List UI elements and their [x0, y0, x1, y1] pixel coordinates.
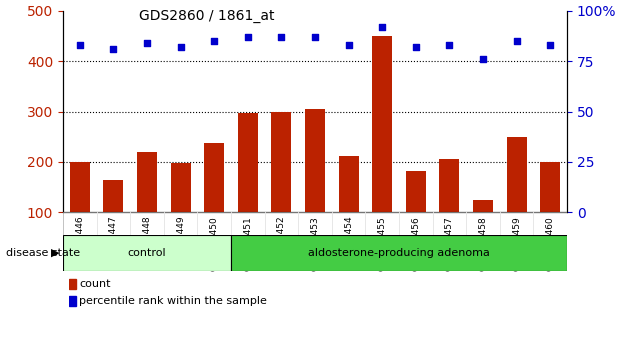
- Point: [310, 34, 320, 40]
- Bar: [231, 235, 567, 271]
- Point: [444, 42, 454, 48]
- Bar: [63, 212, 96, 235]
- Bar: [433, 212, 466, 235]
- Bar: [500, 212, 534, 235]
- Bar: [399, 212, 433, 235]
- Text: GSM211448: GSM211448: [142, 216, 151, 270]
- Bar: [69, 279, 76, 289]
- Bar: [197, 212, 231, 235]
- Text: GSM211456: GSM211456: [411, 216, 420, 270]
- Text: GSM211452: GSM211452: [277, 216, 286, 270]
- Text: disease state: disease state: [6, 248, 81, 258]
- Point: [343, 42, 353, 48]
- Point: [108, 46, 118, 52]
- Point: [277, 34, 287, 40]
- Bar: [406, 171, 426, 212]
- Text: GSM211454: GSM211454: [344, 216, 353, 270]
- Bar: [332, 212, 365, 235]
- Bar: [365, 212, 399, 235]
- Text: GSM211458: GSM211458: [479, 216, 488, 270]
- Bar: [305, 109, 325, 212]
- Text: GSM211450: GSM211450: [210, 216, 219, 270]
- Point: [377, 24, 387, 30]
- Text: ▶: ▶: [52, 248, 60, 258]
- Bar: [96, 212, 130, 235]
- Text: control: control: [128, 248, 166, 258]
- Text: GSM211457: GSM211457: [445, 216, 454, 270]
- Bar: [204, 143, 224, 212]
- Bar: [63, 235, 231, 271]
- Text: GSM211449: GSM211449: [176, 216, 185, 270]
- Bar: [137, 152, 157, 212]
- Text: GSM211447: GSM211447: [109, 216, 118, 270]
- Text: count: count: [79, 279, 111, 289]
- Bar: [69, 296, 76, 306]
- Point: [243, 34, 253, 40]
- Point: [75, 42, 85, 48]
- Bar: [372, 36, 392, 212]
- Text: GSM211455: GSM211455: [378, 216, 387, 270]
- Text: GDS2860 / 1861_at: GDS2860 / 1861_at: [139, 9, 274, 23]
- Bar: [466, 212, 500, 235]
- Bar: [534, 212, 567, 235]
- Bar: [298, 212, 332, 235]
- Point: [176, 44, 186, 50]
- Bar: [171, 164, 191, 212]
- Bar: [70, 162, 90, 212]
- Bar: [231, 212, 265, 235]
- Point: [142, 40, 152, 46]
- Point: [478, 56, 488, 62]
- Text: percentile rank within the sample: percentile rank within the sample: [79, 296, 267, 306]
- Bar: [473, 200, 493, 212]
- Bar: [439, 159, 459, 212]
- Bar: [265, 212, 298, 235]
- Text: GSM211459: GSM211459: [512, 216, 521, 270]
- Bar: [238, 113, 258, 212]
- Text: GSM211460: GSM211460: [546, 216, 554, 270]
- Point: [411, 44, 421, 50]
- Bar: [272, 112, 292, 212]
- Text: GSM211451: GSM211451: [243, 216, 252, 270]
- Point: [512, 38, 522, 44]
- Bar: [164, 212, 197, 235]
- Text: GSM211446: GSM211446: [76, 216, 84, 270]
- Bar: [338, 156, 358, 212]
- Point: [545, 42, 555, 48]
- Bar: [103, 179, 123, 212]
- Bar: [507, 137, 527, 212]
- Text: aldosterone-producing adenoma: aldosterone-producing adenoma: [308, 248, 490, 258]
- Text: GSM211453: GSM211453: [311, 216, 319, 270]
- Bar: [130, 212, 164, 235]
- Point: [209, 38, 219, 44]
- Bar: [540, 162, 560, 212]
